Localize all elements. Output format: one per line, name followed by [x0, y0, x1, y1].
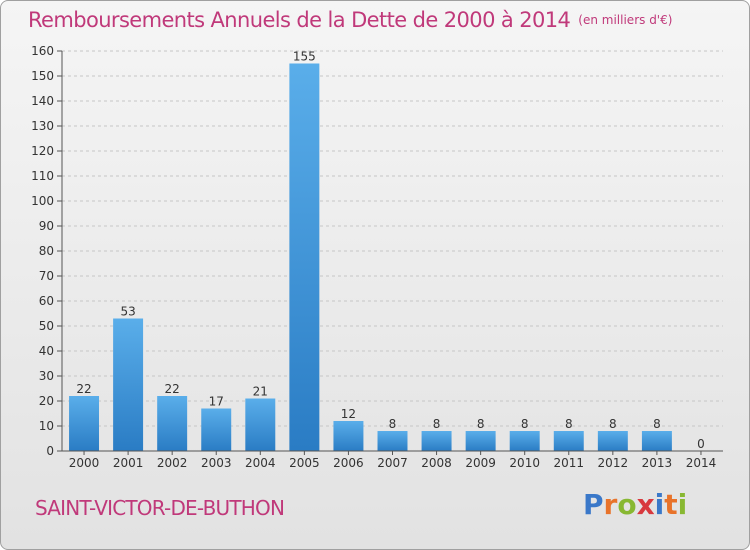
bar-value-label: 21: [253, 385, 268, 399]
bar: [333, 421, 364, 451]
x-tick-label: 2003: [201, 456, 232, 470]
bar: [421, 431, 452, 451]
y-tick-label: 30: [39, 369, 54, 383]
x-tick-label: 2009: [465, 456, 496, 470]
x-tick-label: 2002: [157, 456, 188, 470]
y-tick-label: 120: [31, 144, 54, 158]
x-tick-label: 2008: [421, 456, 452, 470]
y-tick-label: 0: [46, 444, 54, 458]
chart-unit: (en milliers d'€): [578, 13, 673, 27]
bar-value-label: 12: [341, 407, 356, 421]
bar-value-label: 8: [565, 417, 573, 431]
x-tick-label: 2014: [686, 456, 717, 470]
logo-letter: r: [603, 488, 618, 521]
x-tick-label: 2007: [377, 456, 408, 470]
x-tick-label: 2010: [509, 456, 540, 470]
x-tick-label: 2005: [289, 456, 320, 470]
logo-letter: i: [654, 488, 665, 521]
bar-value-label: 22: [76, 382, 91, 396]
bar-value-label: 8: [521, 417, 529, 431]
x-tick-label: 2012: [598, 456, 629, 470]
y-tick-label: 40: [39, 344, 54, 358]
bar-value-label: 8: [609, 417, 617, 431]
bar: [113, 318, 144, 451]
y-tick-label: 50: [39, 319, 54, 333]
y-tick-label: 140: [31, 94, 54, 108]
y-tick-label: 70: [39, 269, 54, 283]
x-tick-label: 2001: [113, 456, 144, 470]
bar-value-label: 0: [697, 437, 705, 451]
commune-name: SAINT-VICTOR-DE-BUTHON: [35, 496, 285, 520]
y-tick-label: 60: [39, 294, 54, 308]
bar: [509, 431, 540, 451]
bar: [641, 431, 672, 451]
bar: [597, 431, 628, 451]
bar: [289, 63, 320, 451]
bar: [157, 396, 188, 451]
x-tick-label: 2013: [642, 456, 673, 470]
axes: 0102030405060708090100110120130140150160…: [31, 44, 723, 470]
y-tick-label: 80: [39, 244, 54, 258]
x-tick-label: 2006: [333, 456, 364, 470]
bars: [69, 63, 672, 451]
bar-value-label: 17: [209, 395, 224, 409]
bar-value-label: 8: [477, 417, 485, 431]
bar: [245, 398, 276, 451]
y-tick-label: 110: [31, 169, 54, 183]
grid-lines: [62, 50, 723, 452]
y-tick-label: 130: [31, 119, 54, 133]
bar: [553, 431, 584, 451]
logo-letter: t: [664, 488, 678, 521]
bar: [465, 431, 496, 451]
bar-value-label: 155: [293, 50, 316, 64]
data-labels: 22 53 22 17 21 155 12 8 8 8 8 8 8 8 0: [76, 50, 704, 452]
y-tick-label: 20: [39, 394, 54, 408]
chart-title: Remboursements Annuels de la Dette de 20…: [28, 8, 672, 32]
chart-title-main: Remboursements Annuels de la Dette de 20…: [28, 8, 571, 32]
x-tick-label: 2011: [553, 456, 584, 470]
bar: [69, 396, 100, 451]
logo-letter: o: [617, 488, 637, 521]
y-tick-label: 150: [31, 69, 54, 83]
bar: [201, 408, 232, 451]
logo-letter: P: [583, 488, 604, 521]
proxiti-logo: Proxiti: [583, 488, 687, 521]
bar-value-label: 8: [389, 417, 397, 431]
y-tick-label: 160: [31, 44, 54, 58]
logo-letter: x: [636, 488, 655, 521]
y-tick-label: 100: [31, 194, 54, 208]
bar-value-label: 8: [433, 417, 441, 431]
bar-value-label: 53: [120, 305, 135, 319]
y-tick-label: 10: [39, 419, 54, 433]
bar-value-label: 22: [165, 382, 180, 396]
y-tick-label: 90: [39, 219, 54, 233]
bar-value-label: 8: [653, 417, 661, 431]
logo-letter: i: [677, 488, 688, 521]
x-tick-label: 2004: [245, 456, 276, 470]
x-tick-label: 2000: [69, 456, 100, 470]
bar: [377, 431, 408, 451]
